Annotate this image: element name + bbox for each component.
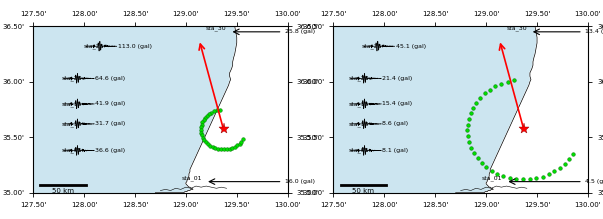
Text: sta_30: sta_30 [507, 25, 527, 31]
Text: 50 km: 50 km [52, 188, 74, 194]
Point [196, 128, 206, 132]
Text: sta_01: sta_01 [482, 175, 502, 180]
Point [200, 138, 209, 142]
Text: sta_30: sta_30 [206, 25, 227, 31]
Point [485, 88, 494, 91]
Point [198, 136, 207, 139]
Point [475, 96, 485, 99]
Point [467, 146, 476, 150]
Polygon shape [156, 26, 288, 193]
Point [549, 170, 559, 173]
Text: sta_15: sta_15 [349, 101, 369, 107]
Point [511, 177, 521, 181]
Point [464, 117, 473, 120]
Point [472, 101, 481, 104]
Point [463, 123, 473, 126]
Point [203, 142, 213, 146]
Point [493, 172, 502, 175]
Point [509, 78, 519, 82]
Point [197, 131, 206, 134]
Point [568, 153, 578, 156]
Text: 64.6 (gal): 64.6 (gal) [95, 76, 125, 81]
Point [473, 156, 482, 160]
Point [212, 109, 221, 112]
Point [480, 92, 490, 95]
Point [233, 143, 242, 147]
Point [496, 82, 506, 85]
Point [531, 177, 541, 180]
Point [564, 158, 574, 161]
Text: 15.4 (gal): 15.4 (gal) [382, 101, 412, 106]
Point [482, 165, 491, 169]
Point [196, 126, 206, 129]
Text: sta_20: sta_20 [62, 76, 82, 81]
Point [222, 148, 232, 151]
Point [477, 161, 487, 164]
Point [209, 110, 219, 113]
Text: 21.4 (gal): 21.4 (gal) [382, 76, 412, 81]
Text: 31.7 (gal): 31.7 (gal) [95, 121, 125, 126]
Point [202, 114, 212, 118]
Text: sta_20: sta_20 [349, 76, 370, 81]
Text: 16.0 (gal): 16.0 (gal) [285, 179, 315, 184]
Text: 50 km: 50 km [353, 188, 374, 194]
Point [200, 116, 210, 120]
Point [235, 142, 244, 145]
Text: sta_01: sta_01 [182, 175, 202, 180]
Point [538, 175, 548, 178]
Point [463, 135, 473, 138]
Text: 8.1 (gal): 8.1 (gal) [382, 148, 408, 153]
Text: 36.6 (gal): 36.6 (gal) [95, 148, 125, 153]
Text: 41.9 (gal): 41.9 (gal) [95, 101, 125, 106]
Text: 113.0 (gal): 113.0 (gal) [118, 44, 151, 49]
Point [207, 111, 216, 114]
Text: sta_15: sta_15 [62, 101, 82, 107]
Text: sta_05: sta_05 [349, 148, 369, 153]
Text: 45.1 (gal): 45.1 (gal) [396, 44, 426, 49]
Text: 8.6 (gal): 8.6 (gal) [382, 121, 408, 126]
Point [464, 140, 474, 144]
Point [197, 133, 207, 137]
Point [236, 140, 246, 143]
Text: sta_10: sta_10 [62, 121, 82, 127]
Point [518, 178, 528, 181]
Point [219, 148, 229, 151]
Point [197, 123, 206, 127]
Point [525, 177, 534, 181]
Point [230, 145, 240, 148]
Text: 4.5 (gal): 4.5 (gal) [585, 179, 603, 184]
Point [208, 145, 218, 149]
Text: 13.4 (gal): 13.4 (gal) [585, 29, 603, 34]
Text: sta_05: sta_05 [62, 148, 82, 153]
Text: sta_25: sta_25 [84, 43, 105, 49]
Point [198, 121, 207, 124]
Point [503, 80, 513, 83]
Point [204, 112, 214, 116]
Point [499, 174, 508, 178]
Point [560, 162, 569, 166]
Point [505, 176, 514, 180]
Point [490, 85, 500, 88]
Point [199, 118, 209, 122]
Text: 25.8 (gal): 25.8 (gal) [285, 29, 315, 34]
Point [544, 173, 554, 176]
Point [201, 140, 210, 144]
Polygon shape [456, 26, 588, 193]
Point [555, 166, 564, 170]
Point [205, 144, 215, 147]
Point [469, 151, 479, 155]
Point [213, 147, 223, 151]
Point [227, 146, 237, 150]
Point [487, 169, 496, 172]
Point [466, 111, 475, 115]
Point [463, 129, 472, 132]
Point [225, 147, 235, 150]
Point [210, 146, 220, 150]
Text: sta_10: sta_10 [349, 121, 369, 127]
Point [215, 108, 224, 111]
Point [469, 106, 478, 110]
Point [238, 138, 248, 141]
Text: sta_25: sta_25 [362, 43, 382, 49]
Point [216, 148, 226, 151]
